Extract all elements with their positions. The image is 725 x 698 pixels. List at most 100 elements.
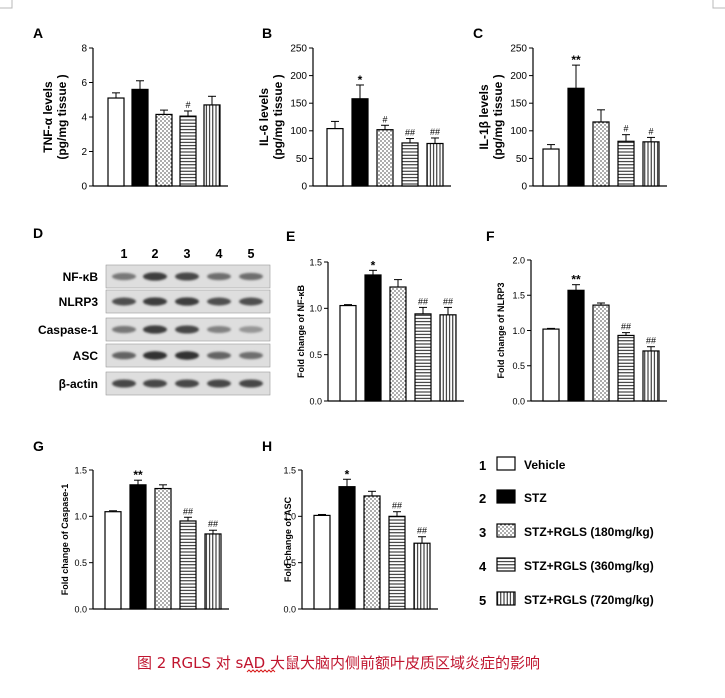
y-tick-label: 100 bbox=[510, 126, 527, 137]
legend-entry-5: 5 STZ+RGLS (720mg/kg) bbox=[479, 591, 654, 608]
blot-band bbox=[239, 272, 263, 281]
y-axis-label-units: (pg/mg tissue ) bbox=[271, 74, 285, 159]
bar bbox=[313, 514, 331, 610]
y-tick-label: 0.5 bbox=[309, 350, 322, 360]
bar bbox=[401, 142, 419, 187]
blot-band bbox=[112, 379, 136, 388]
blot-label: ASC bbox=[73, 349, 99, 363]
corner-mark-top-left bbox=[0, 0, 13, 9]
significance-mark: ## bbox=[183, 506, 193, 516]
bar bbox=[339, 304, 357, 402]
legend-label: STZ+RGLS (180mg/kg) bbox=[524, 525, 654, 539]
blot-row-4: ASC bbox=[73, 343, 271, 368]
blot-band bbox=[175, 272, 199, 281]
bar bbox=[439, 314, 457, 402]
blot-band bbox=[207, 351, 231, 360]
chart-panel-c: C 0 50 100 150 200 250 IL-1β levels (pg/mg tissu… bbox=[473, 25, 667, 192]
y-tick-label: 0.0 bbox=[309, 396, 322, 406]
legend-number: 3 bbox=[479, 525, 486, 540]
bar bbox=[567, 289, 585, 402]
bar bbox=[426, 142, 444, 187]
bar bbox=[414, 313, 432, 402]
corner-mark-top-right bbox=[712, 0, 725, 9]
legend-entry-2: 2 STZ bbox=[479, 489, 547, 506]
y-tick-label: 0 bbox=[81, 181, 87, 192]
y-tick-label: 1.5 bbox=[283, 465, 296, 475]
blot-band bbox=[239, 297, 263, 306]
bar bbox=[131, 88, 149, 187]
bar bbox=[338, 486, 356, 610]
y-axis-label: IL-6 levels bbox=[257, 88, 271, 146]
blot-band bbox=[112, 297, 136, 306]
blot-band bbox=[143, 379, 167, 388]
blot-row-2: NLRP3 bbox=[59, 289, 271, 314]
legend-label: STZ bbox=[524, 491, 547, 505]
chart-panel-a: A 0 2 4 6 8 TNF-α levels (pg/mg tissue ) # bbox=[33, 25, 228, 192]
bar bbox=[179, 115, 197, 187]
blot-row-1: NF-κB bbox=[63, 264, 271, 289]
bar bbox=[326, 127, 344, 187]
significance-mark: * bbox=[358, 73, 363, 87]
bar bbox=[104, 511, 122, 610]
chart-panel-h: H 0.0 0.5 1.0 1.5 Fold change of ASC * ## ## bbox=[262, 438, 438, 614]
panel-letter: B bbox=[262, 25, 272, 41]
caption-prefix: 图 2 RGLS 对 bbox=[137, 654, 236, 672]
legend-number: 1 bbox=[479, 458, 486, 473]
y-tick-label: 1.0 bbox=[283, 512, 296, 522]
blot-label: Caspase-1 bbox=[38, 323, 98, 337]
bar bbox=[376, 129, 394, 187]
lane-number: 4 bbox=[216, 247, 223, 261]
y-tick-label: 100 bbox=[290, 126, 307, 137]
y-tick-label: 0.5 bbox=[74, 558, 87, 568]
panel-letter: H bbox=[262, 438, 272, 454]
significance-mark: ## bbox=[418, 296, 428, 306]
blot-row-5: β-actin bbox=[59, 371, 271, 396]
panel-letter: D bbox=[33, 225, 43, 241]
y-tick-label: 1.5 bbox=[74, 465, 87, 475]
bar bbox=[542, 328, 560, 402]
lane-number: 5 bbox=[248, 247, 255, 261]
bar bbox=[389, 286, 407, 402]
bar bbox=[351, 98, 369, 187]
y-tick-label: 0.0 bbox=[283, 604, 296, 614]
figure-caption: 图 2 RGLS 对 sAD 大鼠大脑内侧前额叶皮质区域炎症的影响 bbox=[137, 654, 540, 672]
chart-panel-f: F 0.0 0.5 1.0 1.5 2.0 Fold change of NLRP3 ** ##… bbox=[486, 228, 667, 406]
bar bbox=[542, 148, 560, 187]
y-tick-label: 50 bbox=[516, 154, 528, 165]
y-axis-label: Fold change of ASC bbox=[283, 496, 293, 582]
y-tick-label: 1.5 bbox=[309, 257, 322, 267]
legend-entry-3: 3 STZ+RGLS (180mg/kg) bbox=[479, 523, 654, 540]
bar bbox=[388, 515, 406, 610]
y-tick-label: 1.5 bbox=[512, 291, 525, 301]
significance-mark: ## bbox=[621, 322, 631, 332]
significance-mark: ## bbox=[417, 526, 427, 536]
y-axis-label: Fold change of Caspase-1 bbox=[60, 484, 70, 596]
blot-band bbox=[112, 325, 136, 334]
legend: 1 Vehicle 2 STZ 3 STZ+RGLS (180mg/kg) 4 STZ+RGL… bbox=[479, 456, 654, 608]
legend-swatch bbox=[496, 557, 516, 572]
y-axis-label-units: (pg/mg tissue ) bbox=[55, 74, 69, 159]
blot-band bbox=[239, 379, 263, 388]
bar bbox=[179, 520, 197, 610]
y-tick-label: 200 bbox=[510, 71, 527, 82]
panel-letter: F bbox=[486, 228, 495, 244]
bar bbox=[592, 304, 610, 402]
western-blot-panel: D 1 2 3 4 5 NF-κB NLRP3 Caspase-1 ASC β-actin bbox=[33, 225, 271, 396]
bar bbox=[155, 113, 173, 187]
panel-letter: C bbox=[473, 25, 483, 41]
significance-mark: ## bbox=[443, 296, 453, 306]
y-tick-label: 250 bbox=[290, 43, 307, 54]
panel-letter: A bbox=[33, 25, 43, 41]
caption-underlined-word: sAD bbox=[236, 654, 266, 672]
bar bbox=[642, 141, 660, 187]
lane-number: 1 bbox=[121, 247, 128, 261]
significance-mark: # bbox=[648, 126, 653, 136]
blot-band bbox=[175, 325, 199, 334]
significance-mark: ## bbox=[646, 336, 656, 346]
bar bbox=[567, 87, 585, 187]
bar bbox=[617, 140, 635, 187]
y-axis-label: Fold change of NF-κB bbox=[296, 284, 306, 378]
significance-mark: # bbox=[382, 114, 387, 124]
lane-number: 3 bbox=[184, 247, 191, 261]
significance-mark: ## bbox=[430, 127, 440, 137]
